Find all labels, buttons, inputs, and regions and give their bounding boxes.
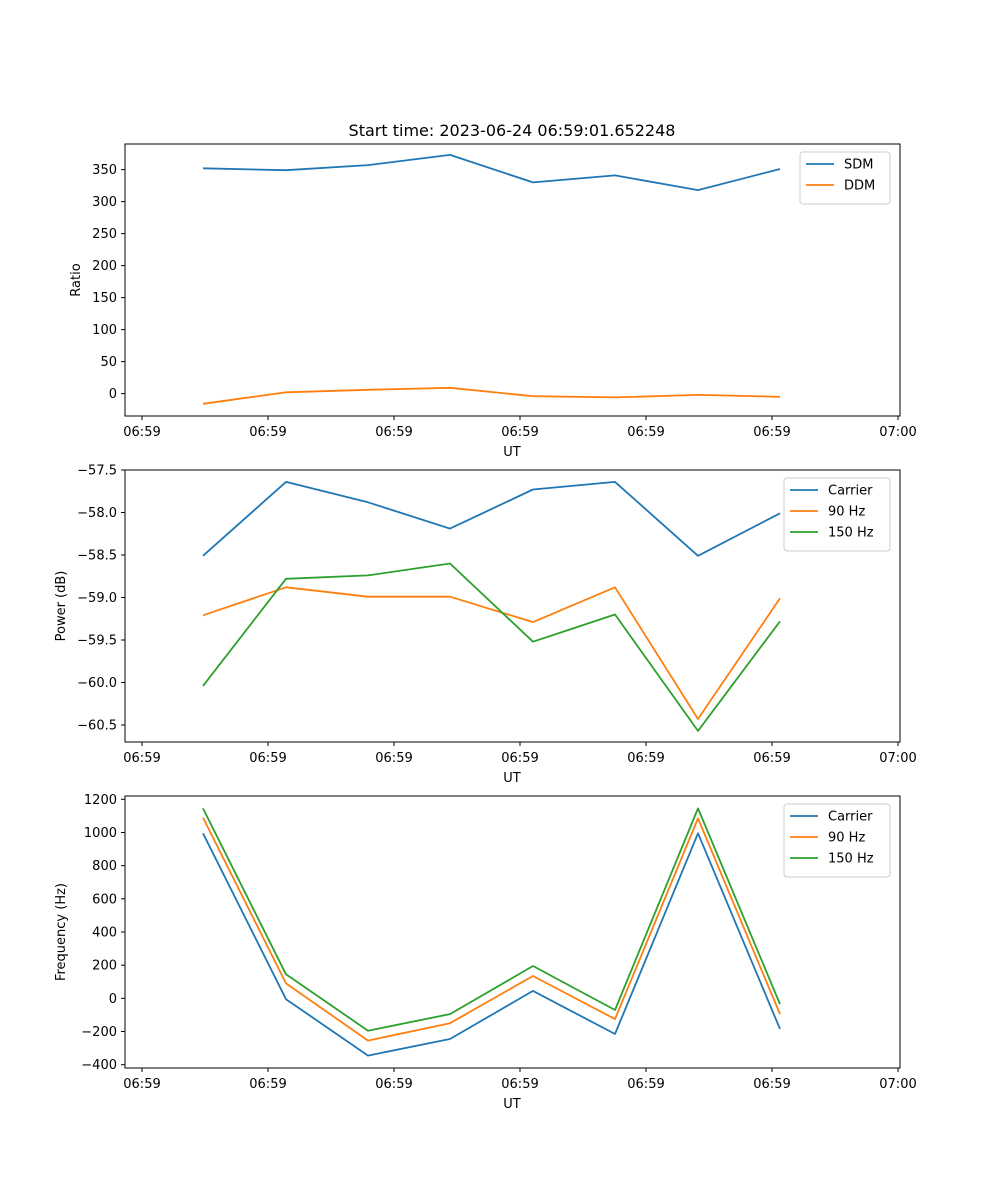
y-tick-label: 400	[92, 926, 117, 941]
legend-label: 90 Hz	[828, 505, 865, 520]
y-tick-label: 250	[92, 227, 117, 242]
chart-panel-2: −57.5 −58.0 −58.5 −59.0 −59.5 −60.0 −60.5 06:59…	[54, 464, 917, 787]
legend-label: 90 Hz	[828, 831, 865, 846]
y-axis-label: Power (dB)	[54, 571, 69, 642]
x-tick-label: 06:59	[627, 1077, 664, 1092]
x-tick-label: 06:59	[123, 425, 160, 440]
series-line-ddm	[202, 386, 781, 405]
x-tick-label: 06:59	[123, 1077, 160, 1092]
y-tick-label: 1000	[84, 826, 117, 841]
y-tick-label: −200	[81, 1025, 117, 1040]
y-axis-label: Frequency (Hz)	[54, 883, 69, 981]
legend-label: DDM	[844, 179, 875, 194]
x-axis-label: UT	[503, 445, 521, 460]
x-tick-label: 06:59	[627, 751, 664, 766]
x-tick-label: 07:00	[879, 1077, 916, 1092]
legend-label: 150 Hz	[828, 526, 874, 541]
y-tick-label: 0	[109, 387, 117, 402]
x-axis-label: UT	[503, 771, 521, 786]
x-tick-label: 06:59	[249, 425, 286, 440]
series-line-90-hz	[202, 817, 781, 1042]
y-tick-label: 0	[109, 992, 117, 1007]
plot-frame	[124, 469, 901, 743]
x-tick-label: 06:59	[753, 1077, 790, 1092]
legend-label: 150 Hz	[828, 852, 874, 867]
legend-box	[799, 151, 891, 205]
x-tick-label: 06:59	[501, 751, 538, 766]
y-tick-label: 800	[92, 859, 117, 874]
y-tick-label: 350	[92, 163, 117, 178]
y-tick-label: −58.0	[77, 506, 117, 521]
y-tick-label: −60.5	[77, 719, 117, 734]
series-line-sdm	[202, 153, 781, 192]
x-tick-label: 07:00	[879, 751, 916, 766]
y-tick-label: 50	[100, 355, 117, 370]
x-tick-label: 06:59	[501, 425, 538, 440]
y-tick-label: −57.5	[77, 464, 117, 479]
x-tick-label: 06:59	[753, 425, 790, 440]
x-tick-label: 06:59	[627, 425, 664, 440]
y-tick-label: 1200	[84, 793, 117, 808]
y-tick-label: 200	[92, 259, 117, 274]
chart-panel-3: −400 −200 0 200 400 600 800 1000 1200 06:59 06:59 0…	[54, 793, 917, 1112]
series-line-carrier	[202, 480, 781, 557]
y-tick-label: −400	[81, 1058, 117, 1073]
x-tick-label: 06:59	[123, 751, 160, 766]
legend-label: Carrier	[828, 484, 873, 499]
series-line-150-hz	[202, 807, 781, 1032]
y-tick-label: −59.0	[77, 591, 117, 606]
y-tick-label: −59.5	[77, 634, 117, 649]
y-tick-label: −60.0	[77, 676, 117, 691]
chart-panel-1: 0 50 100 150 200 250 300 350 06:59 06:59 06:59 06:5…	[69, 143, 917, 460]
x-tick-label: 06:59	[375, 1077, 412, 1092]
y-tick-label: 100	[92, 323, 117, 338]
x-tick-label: 06:59	[375, 425, 412, 440]
plot-frame	[124, 143, 901, 417]
figure-title: Start time: 2023-06-24 06:59:01.652248	[349, 121, 676, 140]
x-tick-label: 06:59	[375, 751, 412, 766]
x-tick-label: 06:59	[501, 1077, 538, 1092]
x-axis-label: UT	[503, 1097, 521, 1112]
y-tick-label: −58.5	[77, 549, 117, 564]
y-tick-label: 600	[92, 892, 117, 907]
x-tick-label: 06:59	[249, 1077, 286, 1092]
x-tick-label: 06:59	[249, 751, 286, 766]
series-line-150-hz	[202, 562, 781, 732]
y-tick-label: 200	[92, 959, 117, 974]
legend-label: SDM	[844, 158, 873, 173]
y-tick-label: 150	[92, 291, 117, 306]
legend-label: Carrier	[828, 810, 873, 825]
y-tick-label: 300	[92, 195, 117, 210]
x-tick-label: 06:59	[753, 751, 790, 766]
series-line-90-hz	[202, 586, 781, 720]
series-line-carrier	[202, 832, 781, 1057]
x-tick-label: 07:00	[879, 425, 916, 440]
y-axis-label: Ratio	[69, 263, 84, 296]
